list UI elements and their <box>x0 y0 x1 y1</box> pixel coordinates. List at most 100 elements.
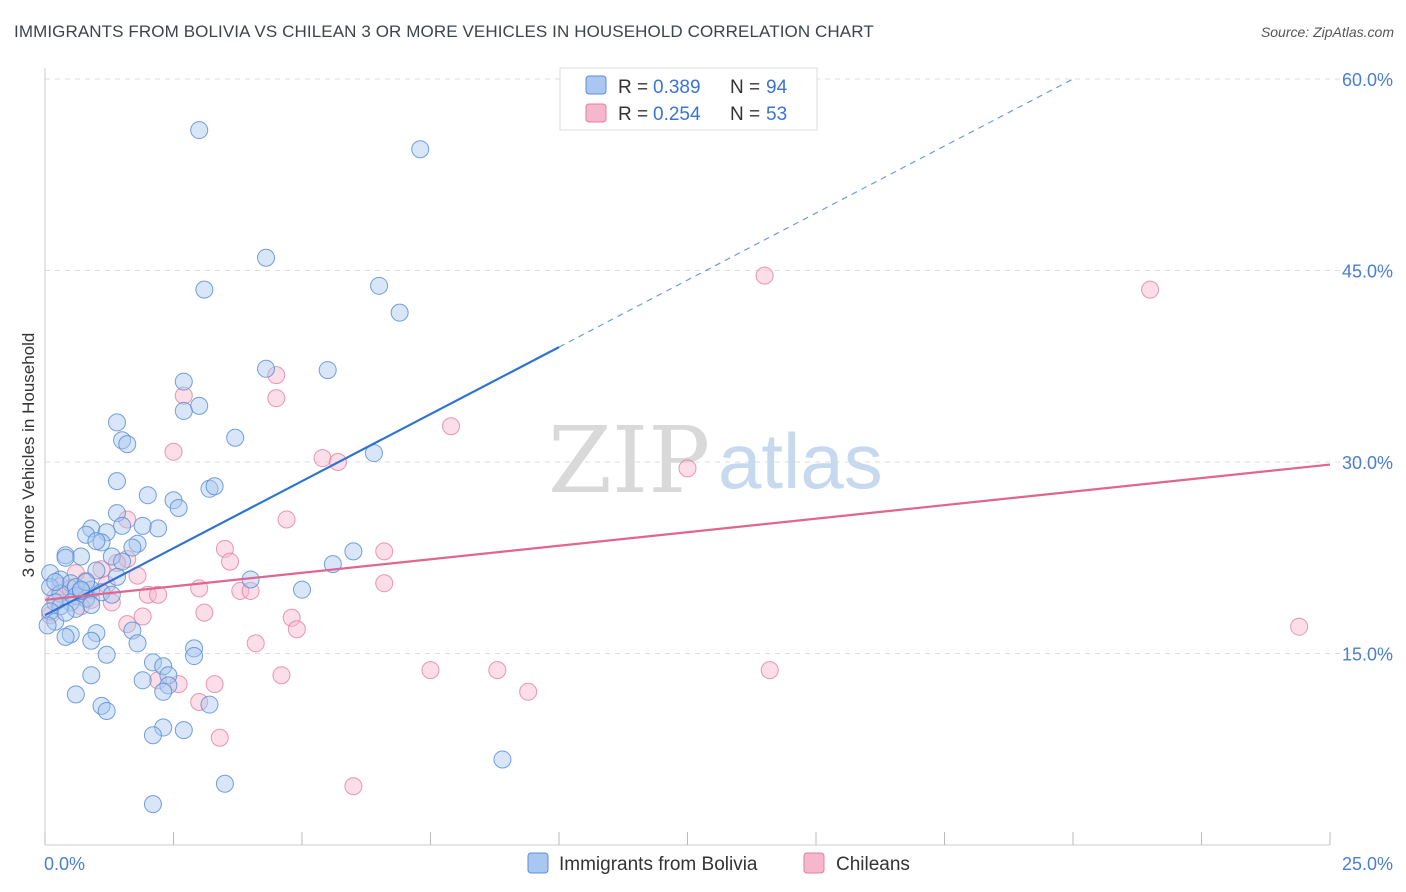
trend-line-bolivia <box>44 346 560 617</box>
y-axis-label: 3 or more Vehicles in Household <box>19 333 38 578</box>
data-point-bolivia <box>185 639 204 658</box>
data-point-bolivia <box>190 121 209 140</box>
data-point-chileans <box>210 728 229 747</box>
data-point-chileans <box>246 634 265 653</box>
legend-r-label-1: R = <box>618 77 648 98</box>
data-point-bolivia <box>143 653 162 672</box>
data-point-bolivia <box>46 573 65 592</box>
bottom-legend-swatch-bolivia <box>527 852 549 874</box>
data-point-chileans <box>195 603 214 622</box>
data-point-bolivia <box>200 695 219 714</box>
data-point-bolivia <box>97 523 116 542</box>
data-point-bolivia <box>82 666 101 685</box>
data-point-bolivia <box>56 548 75 567</box>
data-point-chileans <box>149 585 168 604</box>
data-point-bolivia <box>133 516 152 535</box>
axes <box>44 68 1331 846</box>
data-point-bolivia <box>102 547 121 566</box>
data-point-chileans <box>133 607 152 626</box>
data-point-bolivia <box>41 564 60 583</box>
data-point-bolivia <box>143 726 162 745</box>
watermark-atlas: atlas <box>718 417 883 505</box>
legend-r-value-1: 0.389 <box>653 77 701 98</box>
data-point-bolivia <box>195 280 214 299</box>
data-point-bolivia <box>102 585 121 604</box>
data-point-bolivia <box>118 435 137 454</box>
data-point-bolivia <box>215 774 234 793</box>
data-point-chileans <box>313 449 332 468</box>
data-point-chileans <box>282 608 301 627</box>
data-point-chileans <box>344 777 363 796</box>
data-point-bolivia <box>190 396 209 415</box>
data-point-bolivia <box>205 477 224 496</box>
y-tick-labels: 15.0% 30.0% 45.0% 60.0% <box>1342 70 1393 665</box>
y-tick-label: 15.0% <box>1342 645 1393 665</box>
top-legend: R = 0.389 N = 94 R = 0.254 N = 53 <box>559 67 818 131</box>
data-point-bolivia <box>174 721 193 740</box>
data-point-chileans <box>421 661 440 680</box>
data-point-bolivia <box>411 140 430 159</box>
data-point-bolivia <box>143 795 162 814</box>
data-point-chileans <box>287 620 306 639</box>
legend-r-value-2: 0.254 <box>653 104 701 125</box>
data-point-chileans <box>174 386 193 405</box>
data-point-chileans <box>442 417 461 436</box>
data-point-chileans <box>488 661 507 680</box>
data-point-bolivia <box>174 372 193 391</box>
data-point-bolivia <box>257 248 276 267</box>
data-point-chileans <box>375 542 394 561</box>
trend-lines <box>44 78 1331 617</box>
data-point-chileans <box>267 389 286 408</box>
data-point-chileans <box>231 581 250 600</box>
legend-swatch-bolivia <box>585 75 607 95</box>
data-point-chileans <box>678 459 697 478</box>
data-point-bolivia <box>123 538 142 557</box>
data-point-bolivia <box>200 479 219 498</box>
data-point-chileans <box>221 552 240 571</box>
data-point-bolivia <box>493 750 512 769</box>
data-point-bolivia <box>82 631 101 650</box>
data-point-chileans <box>164 442 183 461</box>
data-point-bolivia <box>159 666 178 685</box>
data-point-bolivia <box>97 701 116 720</box>
data-point-bolivia <box>154 657 173 676</box>
data-point-chileans <box>375 574 394 593</box>
data-point-bolivia <box>154 682 173 701</box>
legend-swatch-chileans <box>585 103 607 123</box>
legend-n-label-2: N = <box>730 104 760 125</box>
chart-title: IMMIGRANTS FROM BOLIVIA VS CHILEAN 3 OR … <box>14 22 874 41</box>
y-tick-label: 60.0% <box>1342 70 1393 90</box>
y-tick-label: 45.0% <box>1342 262 1393 282</box>
data-point-bolivia <box>92 696 111 715</box>
data-point-chileans <box>118 550 137 569</box>
legend-n-value-2: 53 <box>766 104 787 125</box>
watermark: ZIP atlas <box>548 407 883 514</box>
data-point-bolivia <box>38 616 57 635</box>
data-point-chileans <box>149 671 168 690</box>
data-point-chileans <box>1141 280 1160 299</box>
trend-line-chileans <box>44 463 1331 601</box>
data-point-chileans <box>205 675 224 694</box>
series-bolivia-points <box>38 121 512 814</box>
data-point-bolivia <box>56 627 75 646</box>
data-point-bolivia <box>61 625 80 644</box>
data-point-bolivia <box>226 428 245 447</box>
series-chileans-points <box>41 266 1309 796</box>
data-point-bolivia <box>138 486 157 505</box>
data-point-chileans <box>519 682 538 701</box>
data-point-bolivia <box>174 401 193 420</box>
x-tick-labels: 0.0% 25.0% <box>44 854 1393 874</box>
data-point-bolivia <box>185 647 204 666</box>
y-tick-label: 30.0% <box>1342 453 1393 473</box>
data-point-bolivia <box>293 580 311 599</box>
legend-n-value-1: 94 <box>766 77 788 98</box>
data-point-bolivia <box>87 561 106 580</box>
data-point-bolivia <box>82 595 101 614</box>
legend-n-label-1: N = <box>730 77 760 98</box>
x-tick-label-start: 0.0% <box>44 854 85 874</box>
legend-r-label-2: R = <box>618 104 648 125</box>
data-point-bolivia <box>257 359 276 378</box>
data-point-bolivia <box>66 685 85 704</box>
data-point-bolivia <box>154 718 173 737</box>
